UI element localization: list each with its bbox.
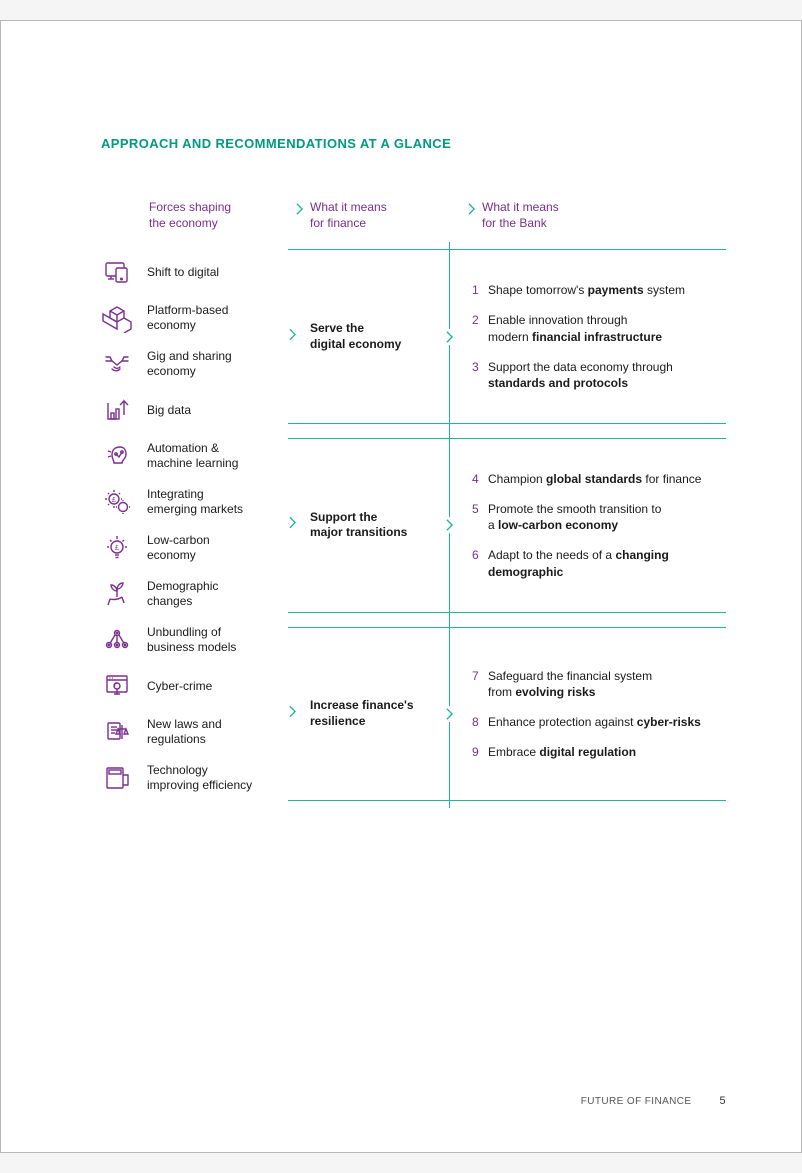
pillar-label-col: Serve thedigital economy xyxy=(288,250,449,423)
footer-label: FUTURE OF FINANCE xyxy=(581,1096,692,1107)
recommendation-item: 4Champion global standards for finance xyxy=(472,471,726,487)
pillar-label: Serve thedigital economy xyxy=(310,321,401,352)
chevron-icon xyxy=(460,199,482,216)
recommendation-number: 1 xyxy=(472,282,488,298)
page-title: APPROACH AND RECOMMENDATIONS AT A GLANCE xyxy=(101,136,726,151)
pillar-section: Serve thedigital economy 1Shape tomorrow'… xyxy=(288,249,726,424)
force-label: Technologyimproving efficiency xyxy=(147,763,252,793)
force-label: Platform-basedeconomy xyxy=(147,303,228,333)
recommendation-item: 3Support the data economy throughstandar… xyxy=(472,359,726,391)
footer-page-number: 5 xyxy=(719,1095,726,1107)
force-item: Big data xyxy=(101,387,288,433)
chevron-icon xyxy=(445,329,454,345)
force-label: Unbundling ofbusiness models xyxy=(147,625,236,655)
bulb-icon: £ xyxy=(101,532,133,564)
recommendation-text: Adapt to the needs of a changingdemograp… xyxy=(488,547,669,579)
force-item: Automation &machine learning xyxy=(101,433,288,479)
recommendation-number: 7 xyxy=(472,668,488,684)
recommendation-number: 6 xyxy=(472,547,488,563)
page: APPROACH AND RECOMMENDATIONS AT A GLANCE… xyxy=(0,20,802,1153)
pillar-label-col: Support themajor transitions xyxy=(288,439,449,612)
recommendation-item: 5Promote the smooth transition toa low-c… xyxy=(472,501,726,533)
header-bank: What it meansfor the Bank xyxy=(482,199,726,231)
chevron-icon xyxy=(288,199,310,216)
force-label: Shift to digital xyxy=(147,265,219,280)
force-item: New laws andregulations xyxy=(101,709,288,755)
recommendation-item: 8Enhance protection against cyber-risks xyxy=(472,714,726,730)
recommendation-item: 1Shape tomorrow's payments system xyxy=(472,282,726,298)
force-item: Cyber-crime xyxy=(101,663,288,709)
recommendation-text: Enable innovation throughmodern financia… xyxy=(488,312,662,344)
header-forces: Forces shapingthe economy xyxy=(149,199,288,231)
force-item: £ Integratingemerging markets xyxy=(101,479,288,525)
svg-text:£: £ xyxy=(115,545,119,552)
force-item: Shift to digital xyxy=(101,249,288,295)
recommendation-item: 7Safeguard the financial systemfrom evol… xyxy=(472,668,726,700)
svg-text:£: £ xyxy=(112,497,116,504)
content-grid: Shift to digital Platform-basedeconomy Gig… xyxy=(101,249,726,801)
column-headers: Forces shapingthe economy What it meansf… xyxy=(149,199,726,231)
recommendations-col: 7Safeguard the financial systemfrom evol… xyxy=(450,628,726,801)
network-icon xyxy=(101,624,133,656)
force-label: Automation &machine learning xyxy=(147,441,238,471)
pillar-label: Increase finance'sresilience xyxy=(310,698,414,729)
recommendations-col: 4Champion global standards for finance5P… xyxy=(450,439,726,612)
recommendation-number: 2 xyxy=(472,312,488,328)
chevron-icon xyxy=(445,517,454,533)
page-footer: FUTURE OF FINANCE 5 xyxy=(581,1095,726,1107)
recommendation-number: 3 xyxy=(472,359,488,375)
recommendations-col: 1Shape tomorrow's payments system2Enable… xyxy=(450,250,726,423)
recommendation-text: Promote the smooth transition toa low-ca… xyxy=(488,501,661,533)
pillar-label: Support themajor transitions xyxy=(310,510,407,541)
pillar-section: Support themajor transitions 4Champion gl… xyxy=(288,438,726,613)
force-label: Cyber-crime xyxy=(147,679,212,694)
recommendation-text: Embrace digital regulation xyxy=(488,744,636,760)
recommendation-text: Support the data economy throughstandard… xyxy=(488,359,673,391)
boxes-icon xyxy=(101,302,133,334)
force-label: New laws andregulations xyxy=(147,717,222,747)
force-item: Platform-basedeconomy xyxy=(101,295,288,341)
force-label: Integratingemerging markets xyxy=(147,487,243,517)
recommendation-text: Shape tomorrow's payments system xyxy=(488,282,685,298)
recommendation-text: Safeguard the financial systemfrom evolv… xyxy=(488,668,652,700)
recommendation-number: 5 xyxy=(472,501,488,517)
pillars-column: Serve thedigital economy 1Shape tomorrow'… xyxy=(288,249,726,801)
pillar-label-col: Increase finance'sresilience xyxy=(288,628,449,801)
plant-icon xyxy=(101,578,133,610)
recommendation-item: 6Adapt to the needs of a changingdemogra… xyxy=(472,547,726,579)
chevron-icon xyxy=(445,706,454,722)
handshake-icon xyxy=(101,348,133,380)
devices-icon xyxy=(101,256,133,288)
recommendation-number: 9 xyxy=(472,744,488,760)
force-label: Gig and sharingeconomy xyxy=(147,349,232,379)
forces-column: Shift to digital Platform-basedeconomy Gig… xyxy=(101,249,288,801)
gears-icon: £ xyxy=(101,486,133,518)
recommendation-number: 8 xyxy=(472,714,488,730)
bigdata-icon xyxy=(101,394,133,426)
cyber-icon xyxy=(101,670,133,702)
force-item: Technologyimproving efficiency xyxy=(101,755,288,801)
chevron-icon xyxy=(288,516,297,535)
recommendation-item: 9Embrace digital regulation xyxy=(472,744,726,760)
force-item: Gig and sharingeconomy xyxy=(101,341,288,387)
scales-icon xyxy=(101,716,133,748)
force-item: Unbundling ofbusiness models xyxy=(101,617,288,663)
recommendation-number: 4 xyxy=(472,471,488,487)
recommendation-text: Enhance protection against cyber-risks xyxy=(488,714,701,730)
recommendation-text: Champion global standards for finance xyxy=(488,471,701,487)
chevron-icon xyxy=(288,705,297,724)
force-label: Low-carboneconomy xyxy=(147,533,210,563)
chevron-icon xyxy=(288,327,297,346)
ai-icon xyxy=(101,440,133,472)
force-label: Demographicchanges xyxy=(147,579,218,609)
force-item: Demographicchanges xyxy=(101,571,288,617)
force-label: Big data xyxy=(147,403,191,418)
recommendation-item: 2Enable innovation throughmodern financi… xyxy=(472,312,726,344)
calculator-icon xyxy=(101,762,133,794)
header-finance: What it meansfor finance xyxy=(310,199,460,231)
force-item: £ Low-carboneconomy xyxy=(101,525,288,571)
pillar-section: Increase finance'sresilience 7Safeguard t… xyxy=(288,627,726,802)
